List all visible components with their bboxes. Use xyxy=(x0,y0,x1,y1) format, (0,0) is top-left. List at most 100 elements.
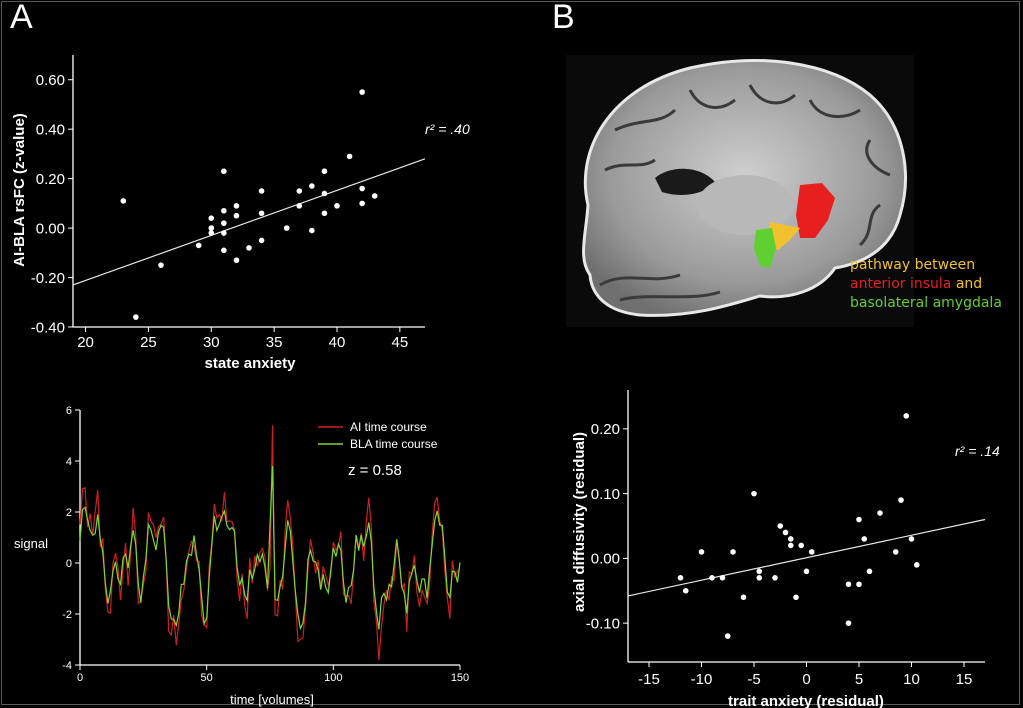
timecourse-x-tick-label: 50 xyxy=(201,672,213,684)
scatter-state-marks: state anxiety AI-BLA rsFC (z-value) r² = .… xyxy=(11,89,470,372)
scatter-trait-point xyxy=(845,581,852,588)
scatter-trait-y-tick-label: -0.10 xyxy=(586,615,620,632)
scatter-trait-point xyxy=(677,575,684,581)
scatter-trait-y-tick-label: 0.00 xyxy=(591,551,620,568)
timecourse-series-ai-line xyxy=(79,425,461,660)
pathway-region xyxy=(768,222,800,250)
scatter-state-x-tick-label: 45 xyxy=(392,334,409,351)
scatter-trait-point xyxy=(856,516,862,523)
scatter-state-point xyxy=(221,168,227,175)
scatter-state-point xyxy=(233,257,240,264)
scatter-state-point xyxy=(246,245,252,251)
panel-label-b: B xyxy=(552,0,575,36)
scatter-trait-point xyxy=(856,581,862,588)
scatter-state-point xyxy=(309,183,315,189)
scatter-state-point xyxy=(309,227,315,234)
scatter-trait-point xyxy=(793,594,799,601)
scatter-trait-point xyxy=(798,542,805,549)
legend-and: and xyxy=(955,276,983,292)
scatter-state-point xyxy=(283,225,290,231)
scatter-state-point xyxy=(359,185,365,192)
scatter-state-y-tick-label: -0.40 xyxy=(31,319,65,336)
scatter-trait-point xyxy=(808,549,815,555)
legend-insula-line: anterior insula and xyxy=(850,275,1002,294)
scatter-trait-axes: -15 -10 -5 0 5 10 15 -0.10 0.00 0.10 0.20 xyxy=(586,390,985,688)
scatter-trait-point xyxy=(861,536,868,542)
timecourse-x-label: time [volumes] xyxy=(230,692,314,707)
panel-label-a: A xyxy=(10,0,33,36)
scatter-state-x-tick-label: 25 xyxy=(140,334,157,351)
scatter-state-point xyxy=(321,190,328,197)
scatter-state-point xyxy=(133,314,139,320)
legend-amygdala: basolateral amygdala xyxy=(850,295,1002,311)
brain-legend: pathway between anterior insula and baso… xyxy=(850,256,1002,313)
timecourse-legend-ai-label: AI time course xyxy=(350,420,427,434)
scatter-state-y-tick-label: 0.20 xyxy=(36,171,65,188)
scatter-trait-point xyxy=(845,620,852,626)
amygdala-region xyxy=(754,228,776,268)
scatter-state-point xyxy=(221,230,227,236)
scatter-trait-point xyxy=(877,510,883,516)
ventricle xyxy=(655,168,715,195)
scatter-trait-point xyxy=(751,490,757,497)
scatter-state-point xyxy=(296,188,303,194)
timecourse-y-tick-label: -4 xyxy=(62,660,72,672)
scatter-trait-point xyxy=(908,536,915,542)
scatter-trait-point xyxy=(787,542,794,549)
scatter-trait-x-tick-label: -5 xyxy=(747,671,760,688)
scatter-trait-x-label: trait anxiety (residual) xyxy=(728,693,884,708)
scatter-state-point xyxy=(359,89,365,95)
scatter-trait-point xyxy=(730,549,736,555)
scatter-state-x-tick-label: 30 xyxy=(203,334,220,351)
scatter-state-point xyxy=(221,207,227,214)
scatter-trait-x-tick-label: -15 xyxy=(638,671,660,688)
scatter-state-axes: 20 25 30 35 40 45 -0.40 -0.20 0.00 0.20 0.40 0.60 xyxy=(31,55,425,351)
scatter-trait-point xyxy=(756,568,763,575)
scatter-trait-point xyxy=(892,549,899,555)
scatter-state-point xyxy=(258,188,265,194)
scatter-trait-x-tick-label: 5 xyxy=(855,671,863,688)
scatter-trait-point xyxy=(777,523,784,529)
scatter-trait-point xyxy=(772,575,778,581)
scatter-trait-x-tick-label: 0 xyxy=(802,671,810,688)
scatter-trait-point xyxy=(740,594,747,601)
timecourse-x-tick-label: 0 xyxy=(77,672,83,684)
scatter-state-annotation: r² = .40 xyxy=(425,121,470,137)
scatter-trait-marks: trait anxiety (residual) axial diffusivit… xyxy=(571,413,1000,708)
scatter-trait-point xyxy=(866,568,873,575)
scatter-state-point xyxy=(120,198,127,204)
scatter-state-x-label: state anxiety xyxy=(205,355,297,372)
scatter-state-point xyxy=(195,242,202,249)
scatter-state-point xyxy=(258,210,265,217)
insula-region xyxy=(796,183,835,238)
scatter-trait-point xyxy=(913,562,920,568)
scatter-state-point xyxy=(221,247,227,254)
scatter-state-point xyxy=(208,230,215,236)
scatter-trait-point xyxy=(803,568,810,575)
scatter-trait-trend-line xyxy=(627,518,986,597)
thalamus xyxy=(697,175,793,235)
scatter-trait-point xyxy=(719,575,726,581)
scatter-trait-x-tick-label: -10 xyxy=(691,671,713,688)
timecourse-x-tick-label: 150 xyxy=(451,672,469,684)
timecourse-y-tick-label: 2 xyxy=(66,507,72,519)
timecourse-annotation: z = 0.58 xyxy=(348,462,402,479)
scatter-trait-annotation: r² = .14 xyxy=(955,443,1000,459)
scatter-trait-point xyxy=(698,549,705,555)
scatter-trait-point xyxy=(787,536,794,542)
scatter-trait-x-tick-label: 10 xyxy=(903,671,920,688)
scatter-state-point xyxy=(371,193,378,199)
timecourse-y-label: signal xyxy=(14,536,48,551)
scatter-trait-point xyxy=(682,587,689,594)
brain-sulci xyxy=(599,84,891,302)
scatter-state-point xyxy=(233,212,240,219)
timecourse-legend: AI time course BLA time course xyxy=(318,420,438,451)
scatter-state-point xyxy=(296,203,303,209)
scatter-trait-point xyxy=(782,529,789,536)
scatter-state-point xyxy=(258,237,265,244)
scatter-state-y-label: AI-BLA rsFC (z-value) xyxy=(11,113,28,267)
timecourse-series-bla-line xyxy=(79,466,461,631)
